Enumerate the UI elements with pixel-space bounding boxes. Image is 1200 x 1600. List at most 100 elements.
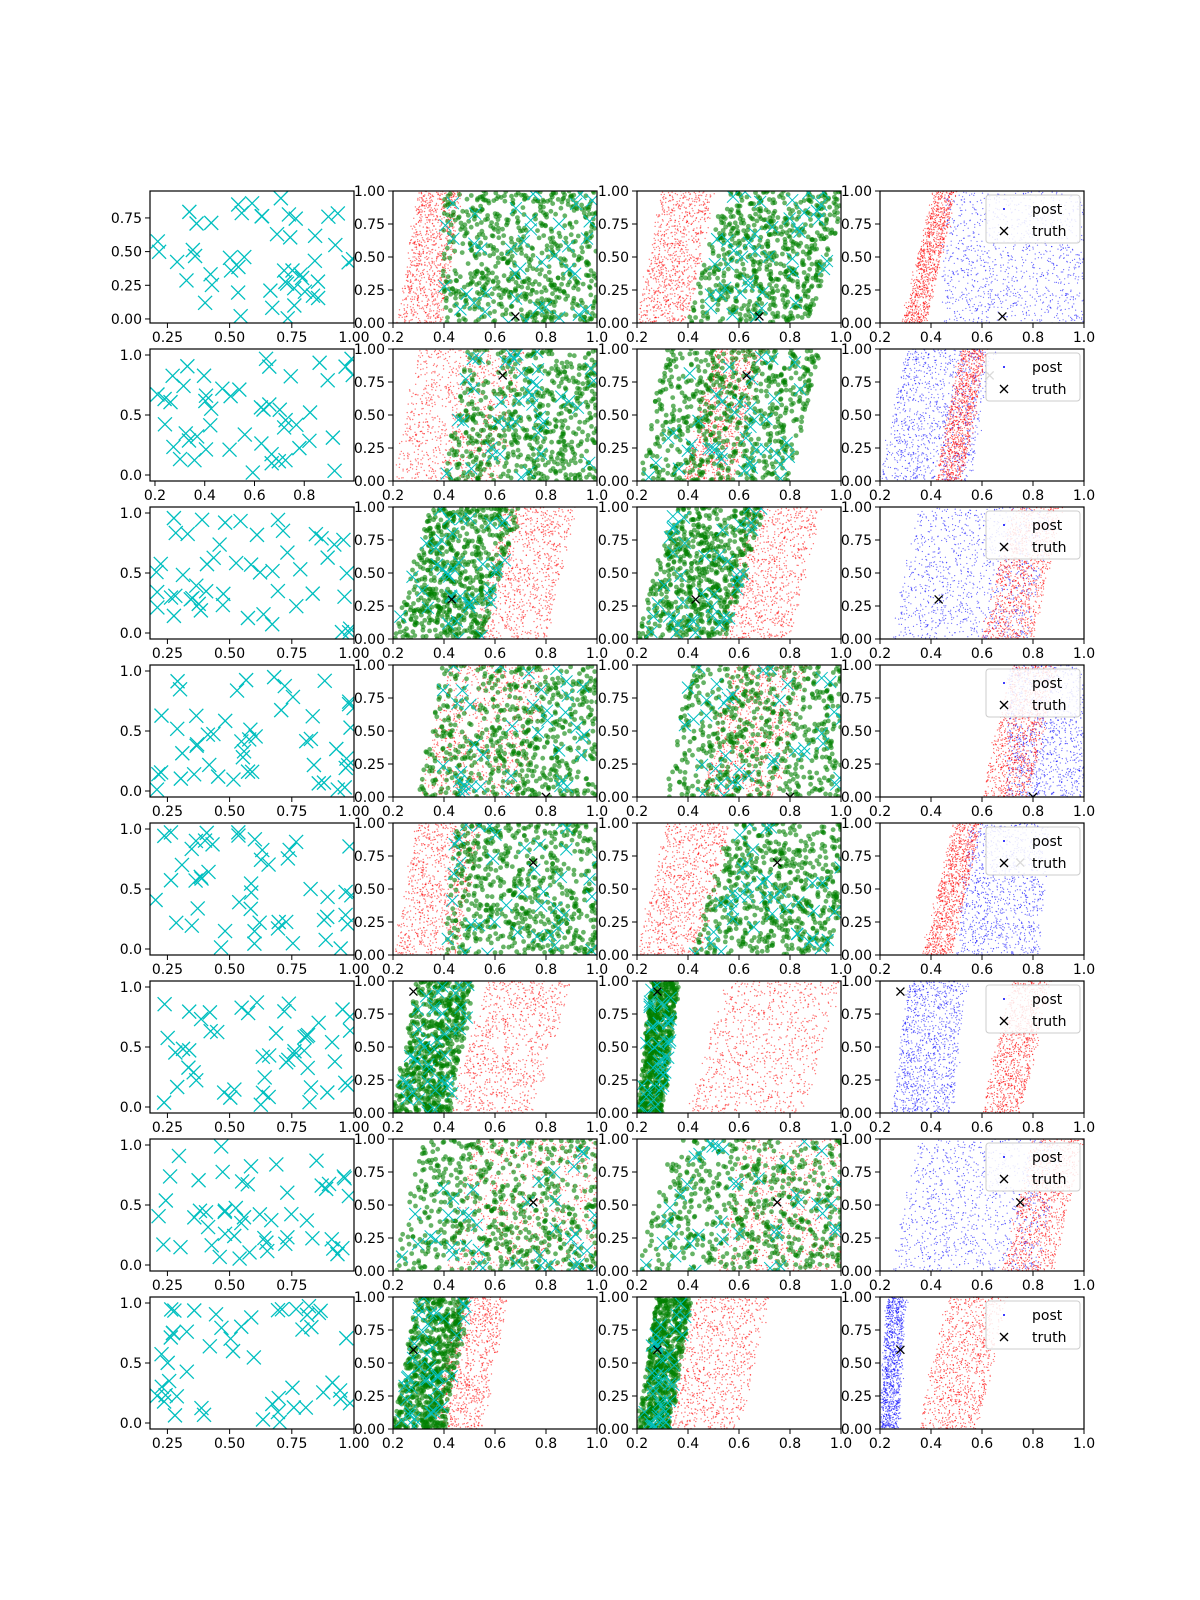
red-sample-point <box>422 308 425 310</box>
green-sample-point <box>460 241 466 247</box>
green-sample-point <box>500 312 505 318</box>
green-sample-point <box>590 303 596 309</box>
post-sample-point <box>1013 302 1015 305</box>
green-sample-point <box>561 289 567 294</box>
red-sample-point <box>430 239 433 241</box>
green-sample-point <box>796 209 802 215</box>
post-sample-point <box>987 308 989 311</box>
green-sample-point <box>783 269 789 274</box>
red-sample-point <box>428 263 431 265</box>
red-sample-point <box>655 214 658 216</box>
red-sample-point <box>433 240 435 242</box>
post-sample-point <box>962 318 965 320</box>
red-sample-point <box>943 212 945 214</box>
green-sample-point <box>707 271 712 277</box>
post-sample-point <box>944 197 946 199</box>
post-sample-point <box>981 250 983 252</box>
red-sample-point <box>411 235 413 238</box>
red-sample-point <box>441 233 443 235</box>
red-sample-point <box>420 218 422 220</box>
green-sample-point <box>537 271 543 277</box>
red-sample-point <box>693 191 695 194</box>
red-sample-point <box>419 252 421 254</box>
red-sample-point <box>436 302 438 305</box>
post-sample-point <box>992 303 994 305</box>
post-sample-point <box>989 270 991 272</box>
data-point-marker <box>785 193 799 207</box>
post-sample-point <box>1025 244 1027 246</box>
red-sample-point <box>663 256 666 258</box>
red-sample-point <box>433 304 436 306</box>
green-sample-point <box>489 291 495 297</box>
red-sample-point <box>433 283 435 286</box>
red-sample-point <box>928 211 930 213</box>
green-sample-point <box>467 306 473 311</box>
red-sample-point <box>426 219 428 221</box>
post-sample-point <box>982 278 984 280</box>
post-sample-point <box>1023 246 1025 248</box>
red-sample-point <box>429 229 431 231</box>
red-sample-point <box>700 225 702 227</box>
red-sample-point <box>924 227 926 230</box>
red-sample-point <box>669 274 671 276</box>
red-sample-point <box>667 319 669 322</box>
red-sample-point <box>658 281 660 283</box>
post-sample-point <box>981 321 983 323</box>
post-sample-point <box>985 261 987 263</box>
green-sample-point <box>526 280 532 286</box>
red-sample-point <box>674 292 676 295</box>
red-sample-point <box>667 249 669 251</box>
red-sample-point <box>422 239 424 241</box>
red-sample-point <box>653 314 655 316</box>
red-sample-point <box>698 221 700 223</box>
red-sample-point <box>673 265 675 267</box>
green-sample-point <box>832 212 837 218</box>
red-sample-point <box>658 286 660 289</box>
red-sample-point <box>696 198 698 200</box>
red-sample-point <box>419 232 422 235</box>
post-sample-point <box>1046 259 1049 261</box>
panel-r0-c2-frame <box>392 190 598 324</box>
red-sample-point <box>410 264 413 267</box>
red-sample-point <box>660 271 663 273</box>
green-sample-point <box>457 274 463 280</box>
post-sample-point <box>1067 254 1069 256</box>
red-sample-point <box>688 197 691 200</box>
green-sample-point <box>824 252 829 258</box>
red-sample-point <box>948 219 950 221</box>
red-sample-point <box>930 227 932 229</box>
post-sample-point <box>1008 267 1010 269</box>
red-sample-point <box>660 235 663 237</box>
red-sample-point <box>654 257 657 259</box>
red-sample-point <box>645 298 648 300</box>
red-sample-point <box>671 208 673 210</box>
green-sample-point <box>721 270 727 276</box>
red-sample-point <box>676 201 678 203</box>
red-sample-point <box>435 204 437 206</box>
post-sample-point <box>986 320 988 322</box>
red-sample-point <box>686 263 689 265</box>
red-sample-point <box>432 233 434 235</box>
post-sample-point <box>949 256 951 258</box>
green-sample-point <box>774 283 779 289</box>
post-sample-point <box>1048 310 1050 312</box>
red-sample-point <box>681 272 684 274</box>
post-sample-point <box>963 255 965 257</box>
post-sample-point <box>983 197 985 199</box>
red-sample-point <box>682 273 685 276</box>
red-sample-point <box>443 264 446 266</box>
post-sample-point <box>951 218 954 220</box>
green-sample-point <box>721 278 726 284</box>
red-sample-point <box>669 219 671 222</box>
red-sample-point <box>704 237 706 240</box>
red-sample-point <box>667 258 669 261</box>
red-sample-point <box>694 270 696 272</box>
red-sample-point <box>430 267 432 269</box>
red-sample-point <box>428 215 430 217</box>
red-sample-point <box>414 240 416 243</box>
red-sample-point <box>709 212 711 215</box>
green-sample-point <box>561 256 567 262</box>
red-sample-point <box>404 318 406 321</box>
red-sample-point <box>685 192 687 194</box>
post-sample-point <box>959 240 961 242</box>
